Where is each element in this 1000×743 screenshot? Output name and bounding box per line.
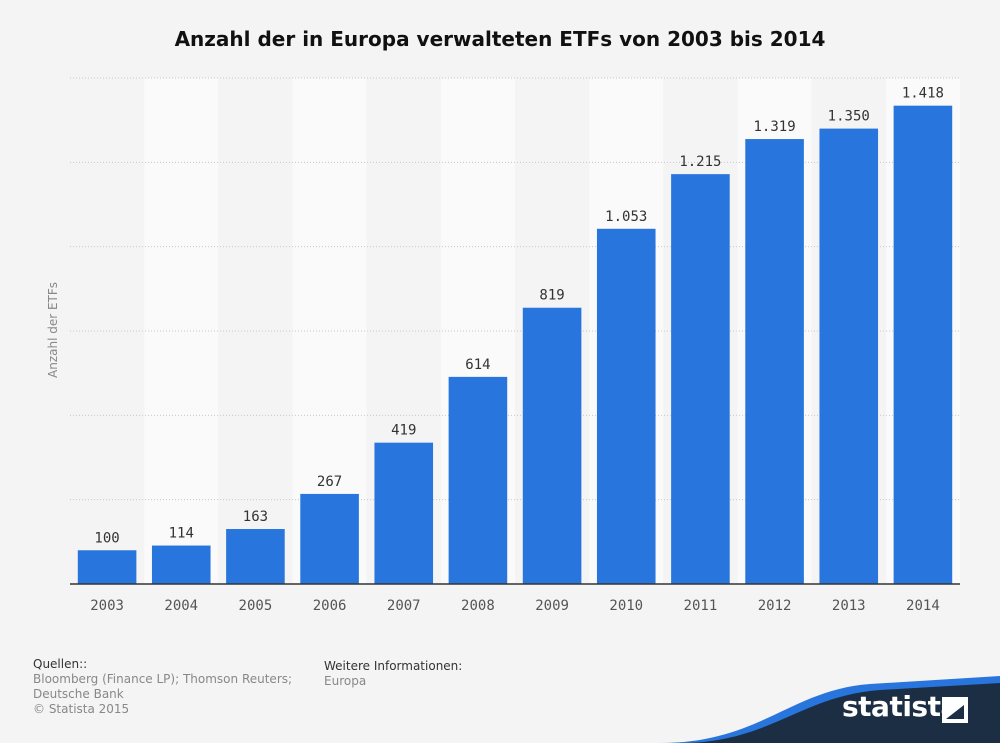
- value-labels: 100 114 163 267 419 614 819 1.053 1.215 1.319 1.35…: [94, 86, 944, 547]
- value-label: 1.319: [754, 119, 796, 135]
- info-link[interactable]: Europa: [324, 674, 367, 688]
- bar[interactable]: [448, 376, 508, 584]
- sources-heading: Quellen::: [33, 657, 88, 671]
- brand-band-accent: [0, 676, 1000, 743]
- bar[interactable]: [819, 128, 879, 584]
- bar[interactable]: [596, 228, 656, 584]
- x-tick-label: 2013: [832, 598, 866, 614]
- value-label: 114: [169, 526, 194, 542]
- bar[interactable]: [226, 529, 285, 584]
- x-tick-label: 2003: [90, 598, 124, 614]
- statista-logo-icon: [942, 697, 968, 723]
- value-label: 267: [317, 474, 342, 490]
- x-tick-label: 2012: [758, 598, 792, 614]
- bar-chart: 100 114 163 267 419 614 819 1.053 1.215 1.319 1.35…: [70, 77, 960, 614]
- x-tick-label: 2005: [239, 598, 273, 614]
- bar[interactable]: [300, 493, 359, 584]
- bar[interactable]: [522, 307, 582, 584]
- value-label: 1.350: [828, 109, 870, 125]
- x-tick-label: 2010: [609, 598, 643, 614]
- x-tick-label: 2008: [461, 598, 495, 614]
- x-tick-label: 2007: [387, 598, 421, 614]
- bar[interactable]: [151, 545, 211, 584]
- bar[interactable]: [77, 550, 137, 584]
- brand-logo-text[interactable]: statista: [842, 690, 959, 723]
- copyright-text: © Statista 2015: [33, 702, 130, 716]
- bar[interactable]: [745, 139, 804, 585]
- bar[interactable]: [893, 105, 953, 585]
- chart-title: Anzahl der in Europa verwalteten ETFs vo…: [174, 27, 826, 51]
- value-label: 1.053: [605, 209, 647, 225]
- value-label: 614: [465, 357, 490, 373]
- info-heading: Weitere Informationen:: [324, 659, 463, 673]
- info-block: Weitere Informationen: Europa: [324, 659, 462, 689]
- value-label: 1.215: [679, 154, 721, 170]
- brand-band-dark: [0, 683, 1000, 743]
- bar[interactable]: [671, 174, 730, 584]
- x-tick-label: 2004: [164, 598, 198, 614]
- value-label: 100: [94, 530, 119, 546]
- bar[interactable]: [374, 442, 434, 584]
- value-label: 163: [243, 509, 268, 525]
- x-tick-label: 2014: [906, 598, 940, 614]
- bars: [77, 105, 953, 585]
- value-label: 819: [539, 288, 564, 304]
- x-tick-labels: 2003 2004 2005 2006 2007 2008 2009 2010 2011 2012…: [90, 598, 940, 614]
- x-tick-label: 2009: [535, 598, 569, 614]
- grid-lines: [70, 77, 960, 501]
- x-tick-label: 2011: [684, 598, 718, 614]
- value-label: 419: [391, 423, 416, 439]
- sources-text: Bloomberg (Finance LP); Thomson Reuters;…: [33, 672, 293, 701]
- sources-block: Quellen:: Bloomberg (Finance LP); Thomso…: [33, 657, 323, 717]
- x-tick-label: 2006: [313, 598, 347, 614]
- value-label: 1.418: [902, 86, 944, 102]
